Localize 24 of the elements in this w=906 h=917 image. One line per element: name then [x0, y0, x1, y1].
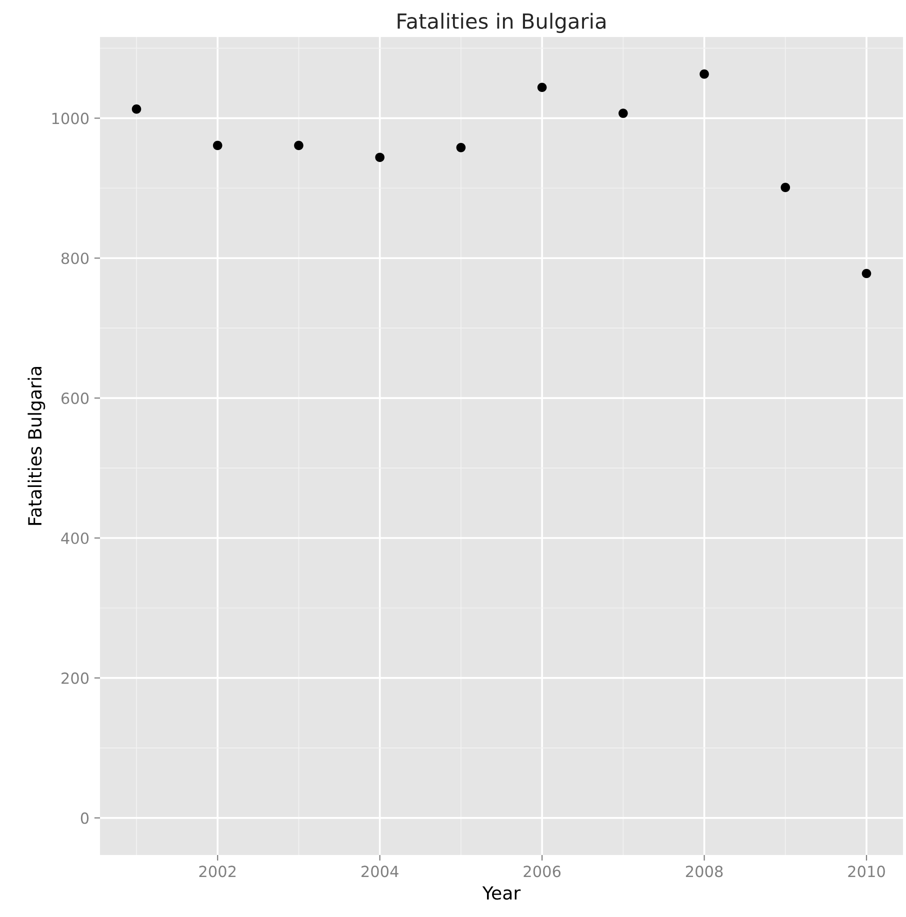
- point: [780, 182, 790, 192]
- point: [294, 140, 304, 150]
- y-tick-label: 800: [61, 252, 89, 264]
- point: [862, 268, 872, 278]
- point: [456, 142, 466, 152]
- point: [537, 82, 547, 92]
- y-axis-title: Fatalities Bulgaria: [28, 367, 46, 525]
- point: [132, 104, 142, 114]
- y-tick-label: 600: [61, 392, 89, 404]
- point: [212, 140, 222, 150]
- point: [618, 108, 628, 118]
- x-tick-label: 2010: [848, 866, 885, 878]
- x-axis-title: Year: [482, 886, 521, 900]
- y-tick-label: 0: [80, 812, 89, 824]
- y-tick-label: 200: [62, 672, 89, 684]
- x-tick-label: 2006: [524, 866, 561, 878]
- x-tick-label: 2002: [199, 866, 236, 878]
- point: [700, 69, 709, 79]
- y-tick-label: 400: [61, 532, 89, 544]
- point: [375, 152, 384, 162]
- x-tick-label: 2004: [362, 866, 398, 878]
- chart-title: Fatalities in Bulgaria: [398, 12, 606, 33]
- x-tick-label: 2008: [686, 866, 723, 878]
- y-tick-label: 1000: [52, 112, 89, 124]
